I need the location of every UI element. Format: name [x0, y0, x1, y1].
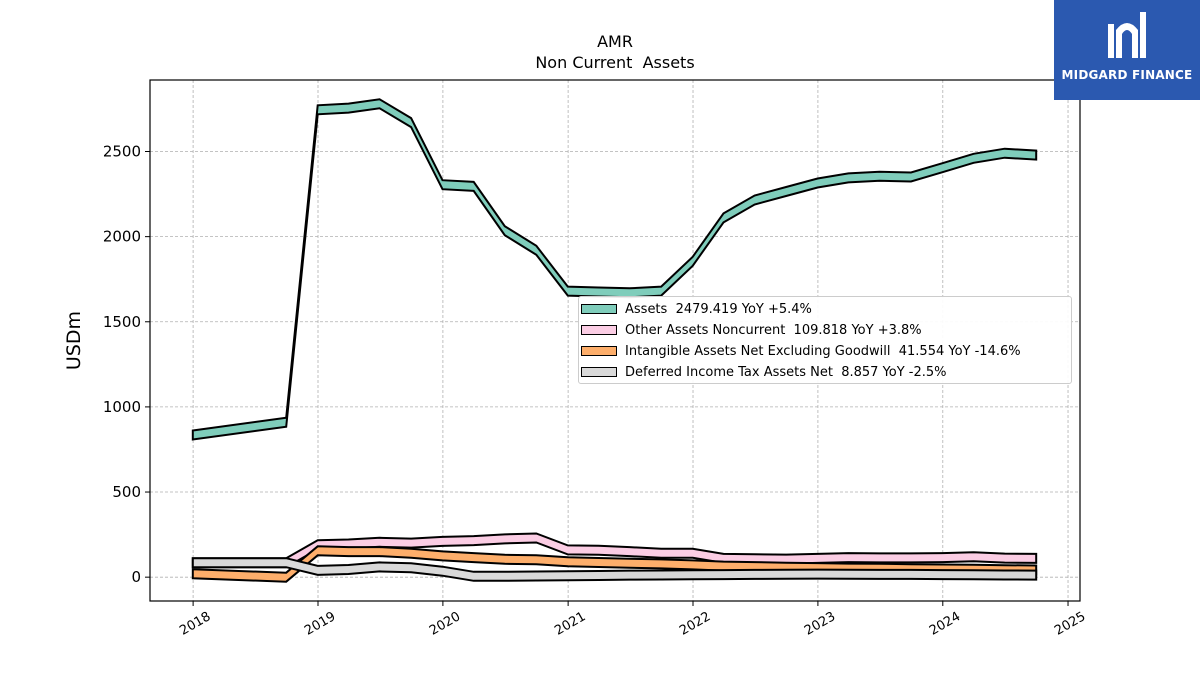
midgard-finance-logo: MIDGARD FINANCE: [1054, 0, 1200, 100]
x-tick-label: 2021: [552, 609, 588, 639]
y-tick-label: 500: [112, 483, 141, 501]
legend-swatch-assets: [581, 304, 617, 314]
legend: Assets 2479.419 YoY +5.4% Other Assets N…: [578, 296, 1072, 384]
x-tick-label: 2022: [677, 609, 713, 639]
legend-swatch-intangible-assets: [581, 346, 617, 356]
legend-label-assets: Assets 2479.419 YoY +5.4%: [625, 301, 812, 317]
x-tick-label: 2018: [177, 609, 213, 639]
legend-item-other-assets: Other Assets Noncurrent 109.818 YoY +3.8…: [579, 320, 922, 340]
logo-text: MIDGARD FINANCE: [1061, 68, 1193, 82]
logo-mark-icon: [1108, 12, 1146, 58]
x-tick-label: 2024: [927, 609, 963, 639]
y-tick-label: 0: [131, 568, 141, 586]
legend-label-other-assets: Other Assets Noncurrent 109.818 YoY +3.8…: [625, 322, 922, 338]
chart-title: AMR: [597, 32, 633, 51]
series-band-deferred-income-tax-assets-net: [191, 557, 1038, 582]
legend-swatch-other-assets: [581, 325, 617, 335]
y-tick-label: 2500: [103, 143, 141, 161]
x-tick-label: 2025: [1052, 609, 1088, 639]
legend-label-intangible-assets: Intangible Assets Net Excluding Goodwill…: [625, 343, 1021, 359]
legend-item-deferred-tax: Deferred Income Tax Assets Net 8.857 YoY…: [579, 362, 947, 382]
y-tick-label: 2000: [103, 228, 141, 246]
series-band-other-assets-noncurrent: [191, 532, 1038, 569]
y-tick-label: 1000: [103, 398, 141, 416]
legend-item-intangible-assets: Intangible Assets Net Excluding Goodwill…: [579, 341, 1021, 361]
chart-subtitle: Non Current Assets: [535, 53, 694, 72]
legend-item-assets: Assets 2479.419 YoY +5.4%: [579, 299, 812, 319]
series-band-assets: [191, 98, 1038, 441]
y-tick-label: 1500: [103, 313, 141, 331]
plot-frame: [149, 79, 1081, 602]
x-tick-label: 2019: [302, 609, 338, 639]
legend-swatch-deferred-tax: [581, 367, 617, 377]
x-tick-label: 2020: [427, 609, 463, 639]
legend-label-deferred-tax: Deferred Income Tax Assets Net 8.857 YoY…: [625, 364, 947, 380]
y-axis-label: USDm: [63, 311, 85, 370]
x-tick-label: 2023: [802, 609, 838, 639]
